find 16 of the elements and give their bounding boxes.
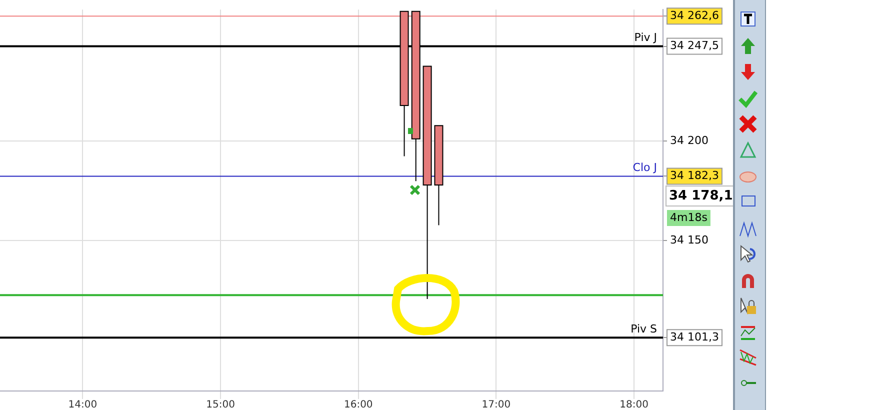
- x-tick-label: 17:00: [482, 400, 511, 410]
- y-tick-label: 34 182,3: [670, 169, 719, 182]
- y-tick-label: 34 262,6: [670, 9, 719, 22]
- text: 4m18s: [670, 210, 708, 224]
- x-tick-label: 16:00: [344, 400, 373, 410]
- y-tick-label: 34 101,3: [670, 330, 719, 344]
- ref-line-label: Clo J: [632, 161, 657, 174]
- y-tick-label: 34 200: [670, 134, 708, 147]
- x-tick-label: 15:00: [206, 400, 235, 410]
- ref-line-label: Piv S: [630, 322, 658, 336]
- x-tick-label: 14:00: [68, 400, 98, 410]
- x-tick-label: 18:00: [620, 400, 648, 410]
- ref-line-label: Piv J: [634, 31, 657, 44]
- y-tick-label: 34 247,5: [670, 39, 719, 52]
- y-tick-label: 34 150: [670, 233, 708, 246]
- text: 34 178,1: [669, 188, 733, 204]
